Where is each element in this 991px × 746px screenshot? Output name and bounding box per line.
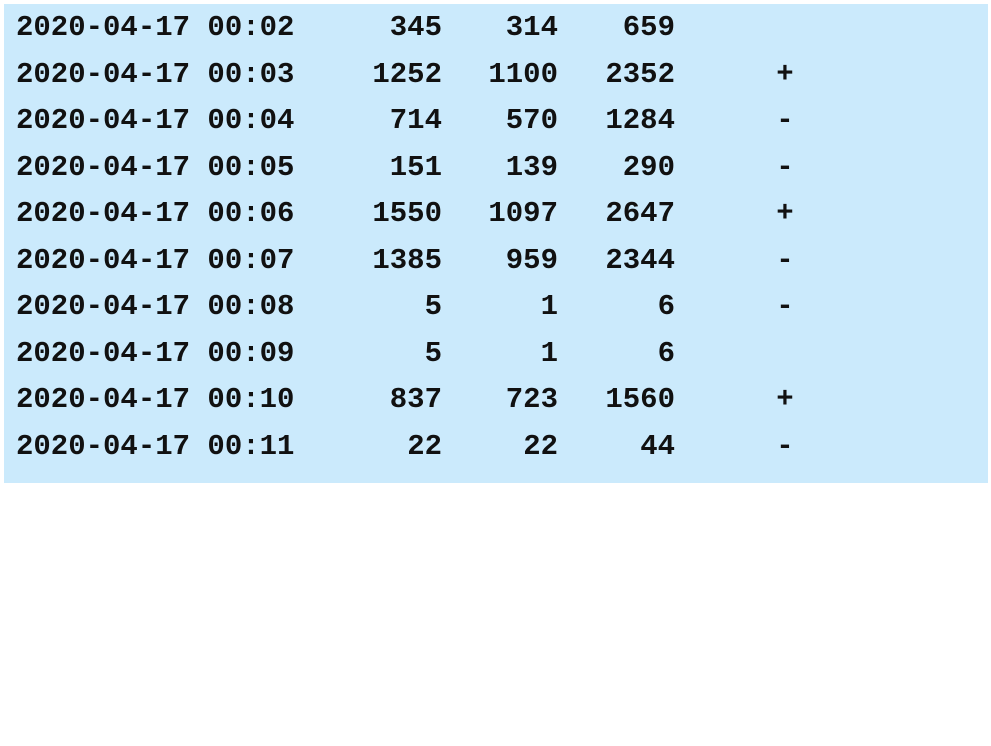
value-a-cell: 1252 <box>372 58 442 91</box>
value-a-cell: 714 <box>389 104 442 137</box>
value-a-cell: 1550 <box>372 197 442 230</box>
timestamp-cell: 2020-04-17 00:09 <box>16 337 295 370</box>
change-sign: - <box>776 430 794 463</box>
value-a-cell: 345 <box>389 11 442 44</box>
total-cell: 1284 <box>605 104 675 137</box>
total-cell: 44 <box>640 430 675 463</box>
timestamp-cell: 2020-04-17 00:02 <box>16 11 295 44</box>
change-sign: - <box>776 151 794 184</box>
value-a-cell: 5 <box>424 337 442 370</box>
change-sign: - <box>776 244 794 277</box>
value-a-cell: 151 <box>389 151 442 184</box>
value-a-cell: 1385 <box>372 244 442 277</box>
table-row: 2020-04-17 00:09 5 1 6 <box>4 331 988 377</box>
value-b-cell: 1 <box>540 337 558 370</box>
total-cell: 6 <box>657 337 675 370</box>
value-b-cell: 22 <box>523 430 558 463</box>
total-cell: 2352 <box>605 58 675 91</box>
table-row: 2020-04-17 00:11 22 22 44 - <box>4 424 988 470</box>
value-b-cell: 570 <box>505 104 558 137</box>
timestamp-cell: 2020-04-17 00:06 <box>16 197 295 230</box>
data-table-panel: 2020-04-17 00:02 345 314 659 2020-04-17 … <box>4 4 988 483</box>
timestamp-cell: 2020-04-17 00:11 <box>16 430 295 463</box>
timestamp-cell: 2020-04-17 00:08 <box>16 290 295 323</box>
change-sign: + <box>776 383 794 416</box>
value-a-cell: 837 <box>389 383 442 416</box>
value-b-cell: 1100 <box>488 58 558 91</box>
value-b-cell: 139 <box>505 151 558 184</box>
timestamp-cell: 2020-04-17 00:04 <box>16 104 295 137</box>
value-b-cell: 314 <box>505 11 558 44</box>
total-cell: 659 <box>622 11 675 44</box>
table-row: 2020-04-17 00:02 345 314 659 <box>4 5 988 51</box>
timestamp-cell: 2020-04-17 00:05 <box>16 151 295 184</box>
table-row: 2020-04-17 00:04 714 570 1284 - <box>4 98 988 144</box>
change-sign: - <box>776 104 794 137</box>
total-cell: 6 <box>657 290 675 323</box>
timestamp-cell: 2020-04-17 00:07 <box>16 244 295 277</box>
total-cell: 2647 <box>605 197 675 230</box>
total-cell: 1560 <box>605 383 675 416</box>
timestamp-cell: 2020-04-17 00:03 <box>16 58 295 91</box>
change-sign: - <box>776 290 794 323</box>
value-b-cell: 1097 <box>488 197 558 230</box>
value-a-cell: 5 <box>424 290 442 323</box>
value-b-cell: 1 <box>540 290 558 323</box>
table-row: 2020-04-17 00:08 5 1 6 - <box>4 284 988 330</box>
table-row: 2020-04-17 00:03 1252 1100 2352 + <box>4 52 988 98</box>
change-sign: + <box>776 58 794 91</box>
change-sign: + <box>776 197 794 230</box>
table-row: 2020-04-17 00:07 1385 959 2344 - <box>4 238 988 284</box>
table-row: 2020-04-17 00:10 837 723 1560 + <box>4 377 988 423</box>
value-b-cell: 723 <box>505 383 558 416</box>
timestamp-cell: 2020-04-17 00:10 <box>16 383 295 416</box>
value-b-cell: 959 <box>505 244 558 277</box>
table-row: 2020-04-17 00:06 1550 1097 2647 + <box>4 191 988 237</box>
value-a-cell: 22 <box>407 430 442 463</box>
total-cell: 290 <box>622 151 675 184</box>
total-cell: 2344 <box>605 244 675 277</box>
table-row: 2020-04-17 00:05 151 139 290 - <box>4 145 988 191</box>
